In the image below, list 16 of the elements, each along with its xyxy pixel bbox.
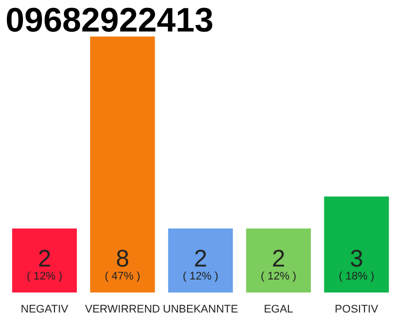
annotation: ( 18% ) [338,270,374,282]
data-label: 8 [116,246,130,272]
x-tick-label: POSITIV [334,304,379,316]
annotation: ( 47% ) [104,270,140,282]
x-tick-label: VERWIRREND [85,304,160,316]
annotation: ( 12% ) [26,270,62,282]
data-label: 2 [38,246,52,272]
annotation: ( 12% ) [260,270,296,282]
annotation: ( 12% ) [182,270,218,282]
data-label: 2 [272,246,286,272]
x-tick-label: NEGATIV [20,304,69,316]
data-label: 3 [350,246,364,272]
x-tick-label: UNBEKANNTE [162,304,238,316]
chart-title: 09682922413 [6,2,214,40]
data-label: 2 [194,246,208,272]
x-tick-label: EGAL [264,304,294,316]
